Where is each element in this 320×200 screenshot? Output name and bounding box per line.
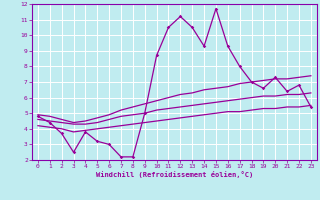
X-axis label: Windchill (Refroidissement éolien,°C): Windchill (Refroidissement éolien,°C) xyxy=(96,171,253,178)
